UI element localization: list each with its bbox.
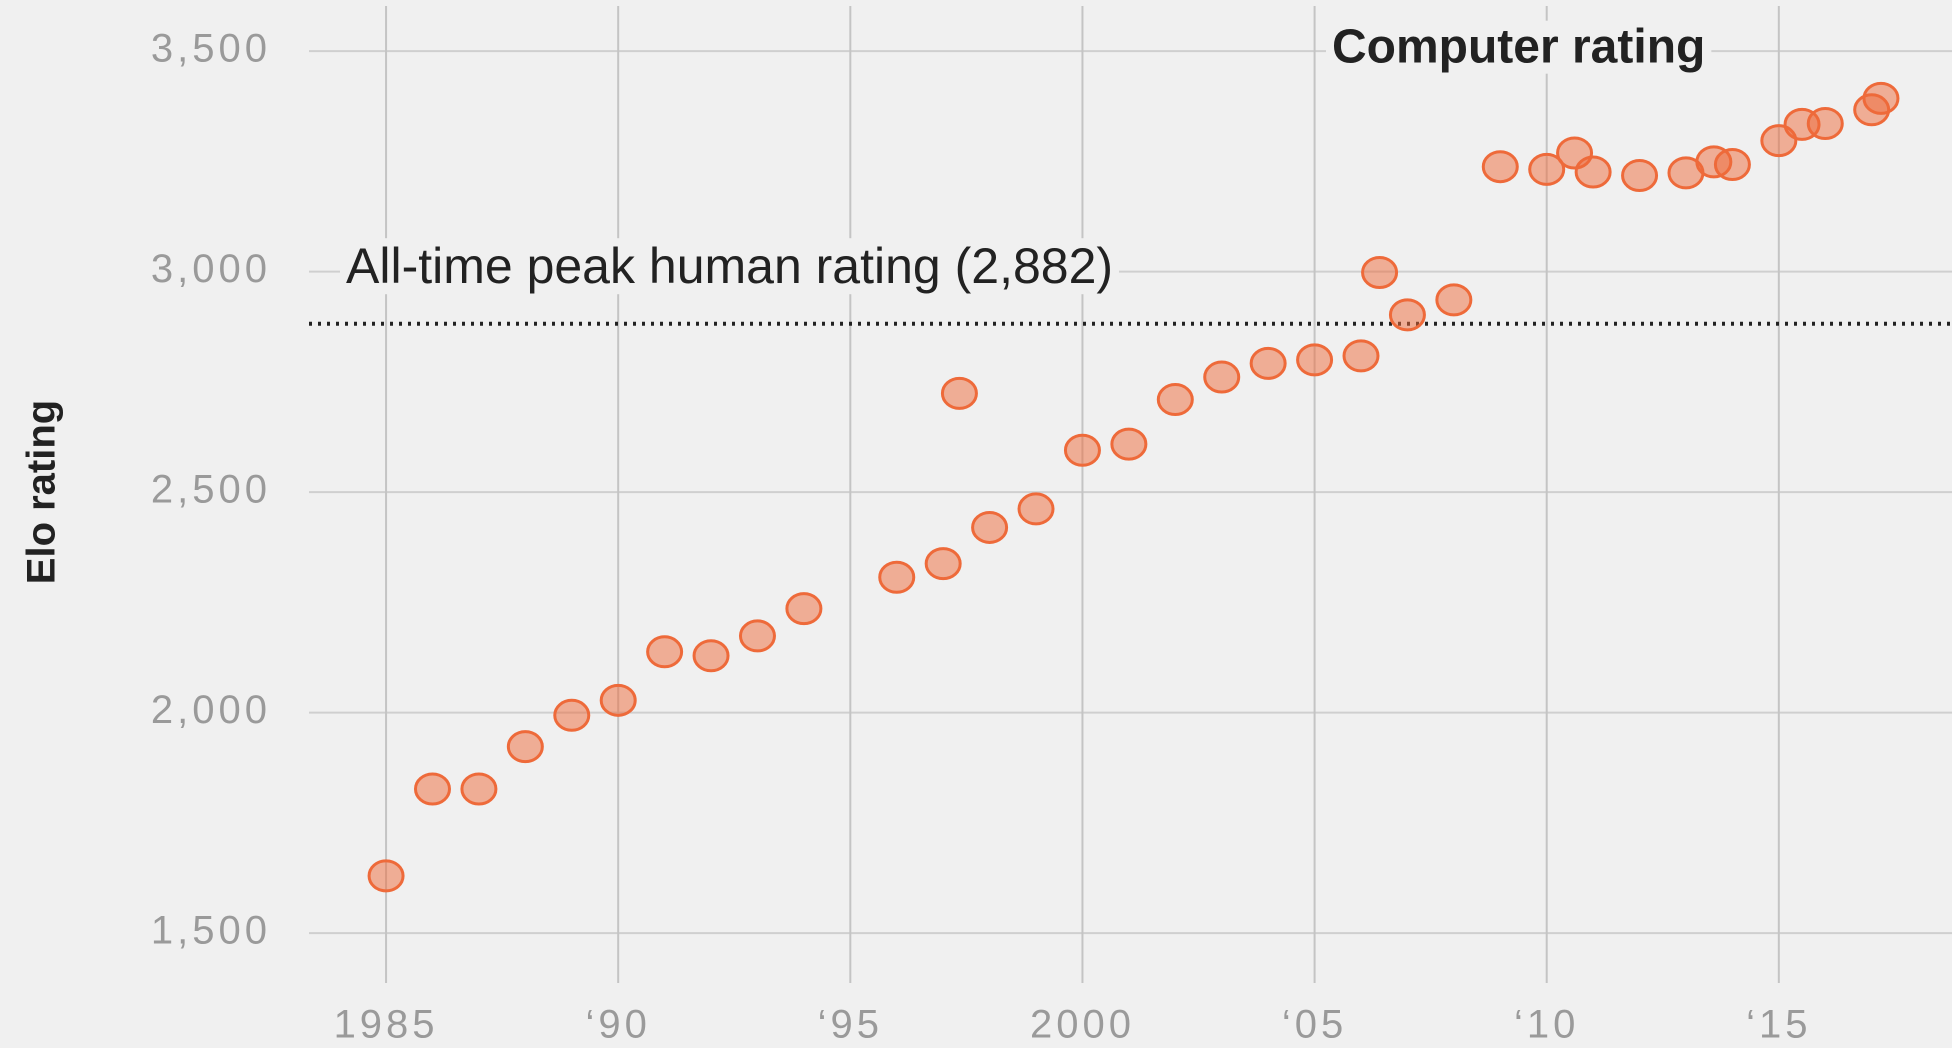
point xyxy=(1156,383,1194,417)
x-tick-label: ‘05 xyxy=(1282,1003,1347,1047)
point xyxy=(1296,343,1334,377)
point xyxy=(940,376,978,410)
point xyxy=(1574,155,1612,189)
point xyxy=(1342,339,1380,373)
point xyxy=(1063,433,1101,467)
point xyxy=(692,639,730,673)
point xyxy=(367,859,405,893)
y-tick-label: 1,500 xyxy=(151,909,271,953)
point xyxy=(1110,427,1148,461)
point xyxy=(646,635,684,669)
point xyxy=(924,547,962,581)
x-tick-label: ‘95 xyxy=(818,1003,883,1047)
point xyxy=(1621,159,1659,193)
point xyxy=(1862,81,1900,115)
label-background xyxy=(1326,20,1712,74)
point xyxy=(1249,346,1287,380)
point xyxy=(1203,360,1241,394)
point xyxy=(460,772,498,806)
point xyxy=(1481,150,1519,184)
x-tick-label: 1985 xyxy=(334,1003,439,1047)
x-tick-label: 2000 xyxy=(1030,1003,1135,1047)
x-tick-label: ‘15 xyxy=(1746,1003,1811,1047)
point xyxy=(1713,147,1751,181)
point xyxy=(1435,283,1473,317)
point xyxy=(506,730,544,764)
y-tick-label: 3,500 xyxy=(151,27,271,71)
point xyxy=(1388,298,1426,332)
point xyxy=(1806,106,1844,140)
y-axis-label: Elo rating xyxy=(20,400,64,584)
point xyxy=(878,560,916,594)
point xyxy=(553,698,591,732)
point xyxy=(1361,256,1399,290)
point xyxy=(971,510,1009,544)
point xyxy=(1017,492,1055,526)
point xyxy=(413,772,451,806)
x-tick-label: ‘10 xyxy=(1514,1003,1579,1047)
annotation: Computer rating xyxy=(1332,21,1705,74)
point xyxy=(599,683,637,717)
point xyxy=(1528,152,1566,186)
reference-label: All-time peak human rating (2,882) xyxy=(346,238,1113,294)
label-background xyxy=(340,238,1120,295)
y-tick-label: 2,500 xyxy=(151,468,271,512)
x-tick-label: ‘90 xyxy=(585,1003,650,1047)
point xyxy=(738,619,776,653)
y-tick-label: 3,000 xyxy=(151,247,271,291)
point xyxy=(785,592,823,626)
y-tick-label: 2,000 xyxy=(151,688,271,732)
